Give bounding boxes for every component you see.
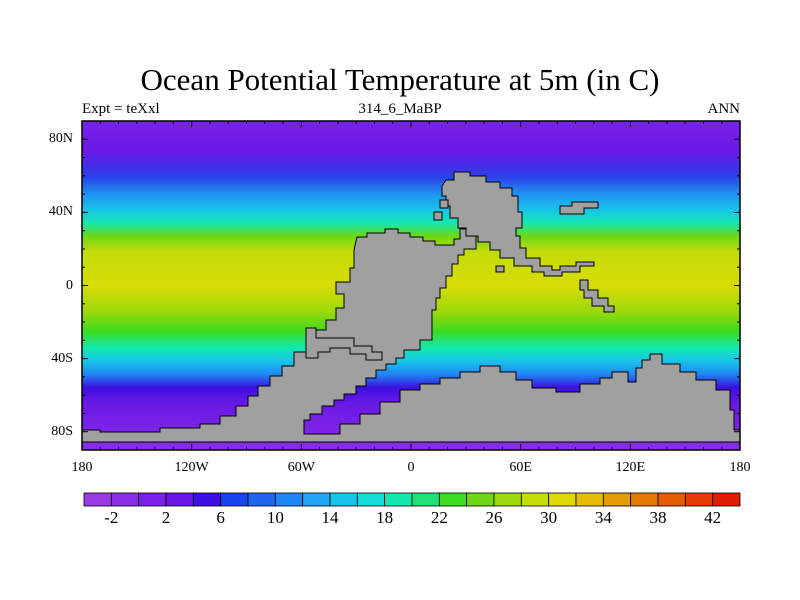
land-maritime <box>579 279 615 313</box>
colorbar-swatch <box>630 492 659 507</box>
colorbar-label: 18 <box>376 508 394 527</box>
land-masses <box>81 171 741 443</box>
time-label: 314_6_MaBP <box>358 101 442 117</box>
land-europe-west <box>439 199 449 209</box>
colorbar-swatch <box>138 492 167 507</box>
colorbar-swatch <box>493 492 522 507</box>
colorbar <box>83 492 741 507</box>
colorbar-swatch <box>602 492 632 507</box>
colorbar-swatch <box>302 492 331 507</box>
chart-title: Ocean Potential Temperature at 5m (in C) <box>140 62 660 97</box>
colorbar-swatch <box>110 492 140 507</box>
latitude-label: 0 <box>66 277 73 293</box>
colorbar-label: 30 <box>540 508 558 527</box>
colorbar-swatch <box>466 492 495 507</box>
colorbar-swatch <box>247 492 276 507</box>
longitude-label: 0 <box>407 460 415 475</box>
colorbar-swatch <box>411 492 440 507</box>
latitude-label: 40S <box>51 350 73 366</box>
colorbar-label: 22 <box>430 508 448 527</box>
longitude-label: 60E <box>509 460 532 475</box>
latitude-label: 40N <box>48 204 73 220</box>
land-southern-arm <box>305 327 383 361</box>
colorbar-label: 10 <box>266 508 284 527</box>
longitude-label: 180 <box>71 460 93 475</box>
longitude-label: 180 <box>729 460 751 475</box>
colorbar-swatch <box>220 492 249 507</box>
land-sea-inlet <box>433 211 443 221</box>
colorbar-swatch <box>684 492 714 507</box>
colorbar-label: 2 <box>161 508 171 527</box>
colorbar-swatch <box>192 492 222 507</box>
colorbar-swatch <box>329 492 358 507</box>
latitude-label: 80S <box>51 423 73 439</box>
colorbar-swatch <box>165 492 194 507</box>
land-america <box>81 228 741 443</box>
colorbar-swatch <box>83 492 112 507</box>
longitude-label: 120E <box>615 460 646 475</box>
colorbar-label: 38 <box>649 508 667 527</box>
colorbar-swatch <box>520 492 550 507</box>
colorbar-label: 6 <box>216 508 225 527</box>
colorbar-swatch <box>657 492 686 507</box>
land-eurasia <box>441 171 595 277</box>
colorbar-label: 14 <box>321 508 339 527</box>
tick-marks <box>81 120 741 451</box>
land-island-small <box>495 265 505 273</box>
colorbar-label: 42 <box>704 508 722 527</box>
colorbar-label: 34 <box>594 508 612 527</box>
colorbar-swatch <box>356 492 386 507</box>
colorbar-label: -2 <box>104 508 119 527</box>
experiment-label: Expt = teXxl <box>82 101 160 117</box>
colorbar-swatch <box>384 492 413 507</box>
colorbar-swatch <box>712 492 741 507</box>
colorbar-swatch <box>548 492 577 507</box>
land-asia-north <box>559 201 599 215</box>
longitude-label: 120W <box>174 460 209 475</box>
colorbar-swatch <box>438 492 468 507</box>
latitude-label: 80N <box>48 131 73 147</box>
longitude-label: 60W <box>287 460 315 475</box>
season-label: ANN <box>707 101 741 117</box>
colorbar-swatch <box>274 492 304 507</box>
colorbar-label: 26 <box>485 508 503 527</box>
colorbar-swatch <box>575 492 604 507</box>
